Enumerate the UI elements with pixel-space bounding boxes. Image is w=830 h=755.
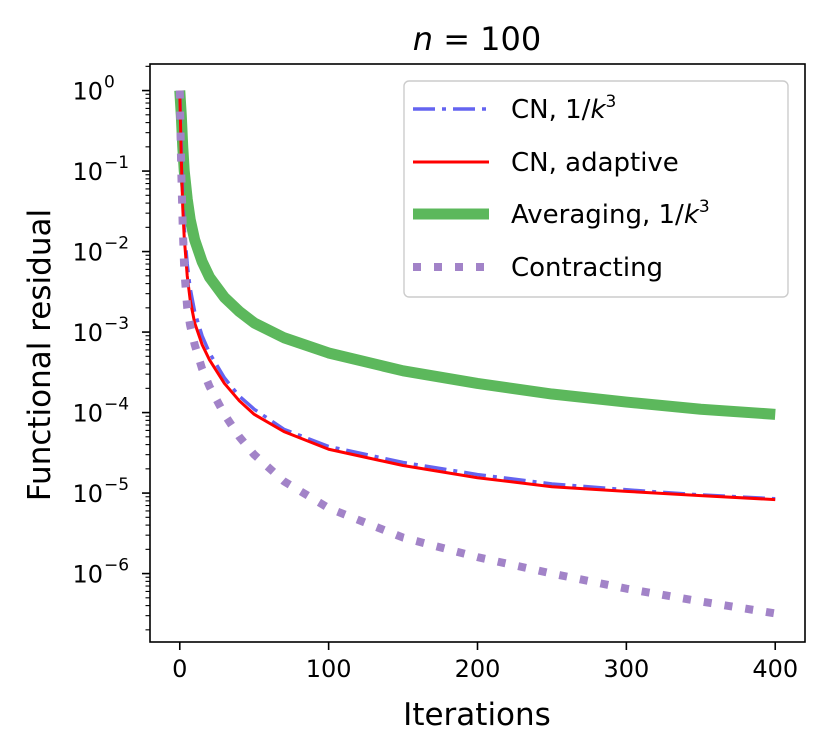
chart-title-var: n: [413, 20, 433, 58]
x-tick-label: 400: [752, 655, 798, 683]
x-tick-label: 300: [603, 655, 649, 683]
y-tick-label: 10: [72, 319, 103, 347]
y-tick-label: 10: [72, 239, 103, 267]
y-tick-label: 10: [72, 158, 103, 186]
y-tick-exponent: −2: [104, 234, 129, 254]
x-axis-label: Iterations: [403, 697, 551, 733]
x-tick-label: 0: [172, 655, 187, 683]
y-tick-exponent: −3: [104, 314, 129, 334]
y-tick-exponent: −1: [104, 153, 129, 173]
x-tick-label: 200: [455, 655, 501, 683]
y-tick-label: 10: [72, 400, 103, 428]
chart-title: n = 100: [413, 20, 542, 58]
series-layer: [174, 90, 776, 618]
legend-label-2: Averaging, 1/k3: [511, 197, 710, 230]
y-tick-label: 10: [72, 561, 103, 589]
y-tick-exponent: −4: [104, 395, 129, 415]
legend-box: [403, 80, 789, 298]
y-tick-exponent: −6: [104, 556, 129, 576]
legend-label-1: CN, adaptive: [511, 148, 679, 178]
legend: CN, 1/k3 CN, adaptive Averaging, 1/k3 Contr…: [403, 80, 789, 298]
x-tick-label: 100: [306, 655, 352, 683]
y-tick-label: 10: [72, 78, 103, 106]
series-line-3: [175, 90, 776, 618]
y-tick-exponent: 0: [104, 73, 115, 93]
y-tick-label: 10: [72, 480, 103, 508]
y-tick-exponent: −5: [104, 475, 129, 495]
legend-label-3: Contracting: [511, 253, 663, 283]
y-axis-label: Functional residual: [22, 209, 58, 501]
legend-label-0: CN, 1/k3: [511, 92, 616, 125]
x-axis-ticks: 0 100 200 300 400: [172, 642, 798, 683]
chart-title-rest: = 100: [433, 20, 541, 58]
